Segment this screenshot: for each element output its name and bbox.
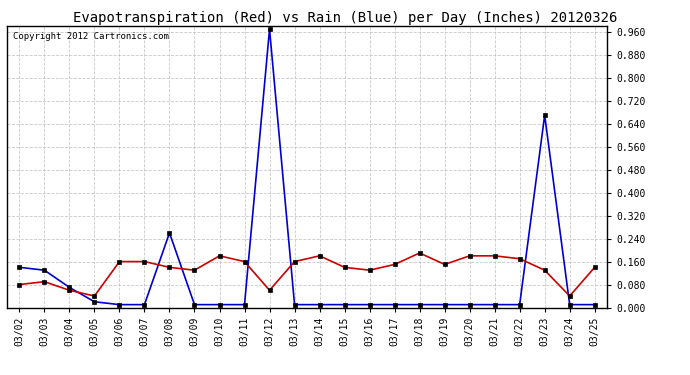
Text: Copyright 2012 Cartronics.com: Copyright 2012 Cartronics.com xyxy=(13,32,169,41)
Text: Evapotranspiration (Red) vs Rain (Blue) per Day (Inches) 20120326: Evapotranspiration (Red) vs Rain (Blue) … xyxy=(73,11,617,25)
